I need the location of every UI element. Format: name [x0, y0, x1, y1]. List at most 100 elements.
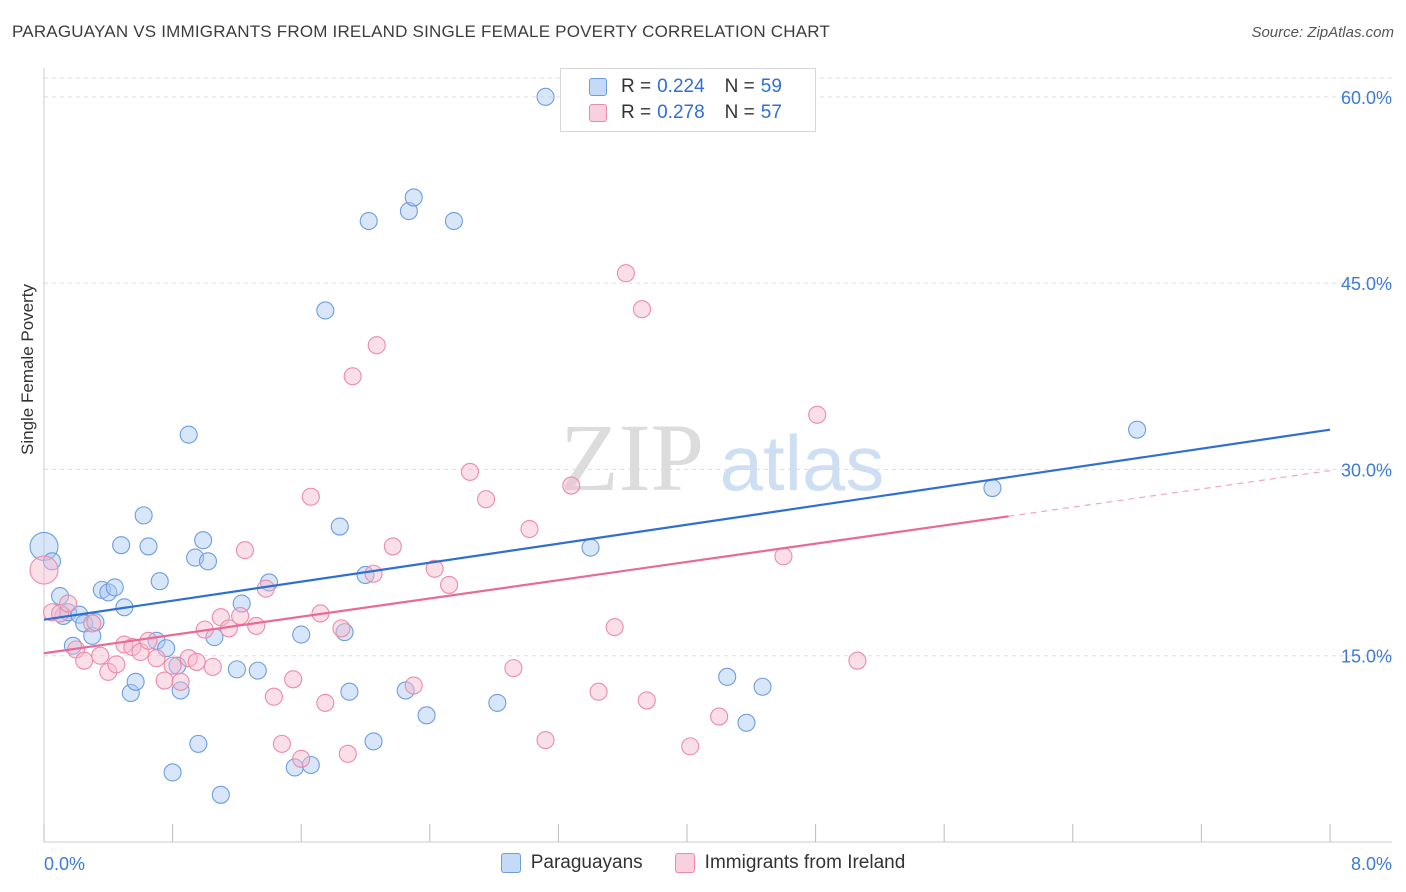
- source-label: Source: ZipAtlas.com: [1251, 24, 1394, 41]
- point-ireland: [203, 657, 222, 676]
- data-points: [29, 87, 1147, 804]
- point-ireland: [616, 264, 635, 283]
- point-ireland: [681, 737, 700, 756]
- correlation-legend: R = 0.224 N = 59 R = 0.278 N = 57: [560, 68, 816, 132]
- legend-swatch-blue: [500, 853, 521, 873]
- point-ireland: [404, 676, 423, 695]
- point-ireland: [301, 487, 320, 506]
- point-ireland: [632, 300, 652, 319]
- point-ireland: [520, 519, 539, 539]
- trend-line-ireland-extension: [1008, 470, 1331, 517]
- y-tick-label: 45.0%: [1341, 274, 1392, 294]
- point-ireland: [440, 575, 459, 594]
- legend-n-label: N =: [724, 102, 755, 123]
- point-paraguayans: [404, 188, 423, 207]
- point-ireland: [383, 537, 402, 556]
- point-ireland: [808, 405, 827, 424]
- legend-n-label: N =: [724, 76, 755, 97]
- point-paraguayans: [134, 506, 153, 525]
- watermark: ZIP atlas: [560, 404, 884, 511]
- point-ireland: [343, 367, 362, 386]
- legend-label: Paraguayans: [530, 852, 643, 873]
- point-paraguayans: [211, 785, 230, 804]
- point-ireland: [460, 462, 480, 481]
- point-paraguayans: [359, 211, 378, 231]
- point-paraguayans: [340, 682, 359, 701]
- point-paraguayans: [198, 552, 218, 571]
- point-ireland: [75, 651, 94, 670]
- y-tick-label: 60.0%: [1341, 88, 1392, 108]
- point-paraguayans: [292, 625, 311, 644]
- point-ireland: [425, 559, 444, 578]
- series-legend: Paraguayans Immigrants from Ireland: [0, 852, 1406, 874]
- chart-title: PARAGUAYAN VS IMMIGRANTS FROM IRELAND SI…: [12, 22, 831, 41]
- point-ireland: [364, 564, 383, 583]
- point-ireland: [284, 670, 303, 689]
- point-paraguayans: [126, 672, 145, 691]
- y-tick-label: 30.0%: [1341, 460, 1392, 480]
- point-paraguayans: [444, 211, 463, 231]
- trend-lines: [43, 428, 1331, 655]
- trend-line-ireland: [43, 515, 1009, 655]
- point-paraguayans: [112, 536, 131, 555]
- point-paraguayans: [330, 517, 349, 536]
- point-ireland: [59, 594, 78, 613]
- gridlines: [44, 77, 1392, 657]
- point-ireland: [272, 734, 291, 753]
- point-paraguayans: [157, 639, 176, 658]
- point-ireland: [637, 691, 656, 710]
- point-ireland: [91, 646, 110, 665]
- point-ireland: [155, 671, 174, 690]
- point-paraguayans: [581, 538, 600, 557]
- watermark-zip: ZIP: [560, 404, 704, 511]
- legend-r-value: 0.278: [657, 102, 705, 123]
- point-paraguayans: [83, 626, 102, 645]
- point-ireland: [536, 731, 555, 750]
- y-tick-label: 15.0%: [1341, 647, 1392, 667]
- legend-item-paraguayans: Paraguayans: [500, 852, 643, 874]
- legend-swatch-pink: [674, 853, 695, 873]
- point-paraguayans: [163, 763, 182, 782]
- point-paraguayans: [364, 732, 383, 751]
- point-paraguayans: [121, 683, 140, 703]
- point-paraguayans: [194, 531, 213, 550]
- point-paraguayans: [753, 677, 772, 696]
- legend-row-ireland: R = 0.278 N = 57: [589, 101, 782, 125]
- watermark-atlas: atlas: [720, 419, 885, 507]
- trend-line-paraguayans: [43, 428, 1331, 621]
- point-ireland: [848, 651, 867, 670]
- legend-n-value: 57: [760, 102, 782, 123]
- point-ireland: [710, 707, 729, 726]
- legend-swatch-blue: [589, 78, 607, 96]
- point-paraguayans: [536, 87, 555, 106]
- legend-row-paraguayans: R = 0.224 N = 59: [589, 75, 782, 99]
- x-tick-label: 8.0%: [1351, 854, 1392, 874]
- tick-labels: 15.0% 30.0% 45.0% 60.0% 0.0% 8.0%: [44, 88, 1392, 874]
- point-paraguayans: [150, 572, 169, 591]
- point-paraguayans: [105, 578, 124, 597]
- point-paraguayans: [227, 660, 246, 679]
- legend-r-label: R =: [621, 102, 652, 123]
- legend-label: Immigrants from Ireland: [704, 852, 906, 873]
- legend-item-ireland: Immigrants from Ireland: [674, 852, 906, 874]
- point-paraguayans: [139, 537, 158, 556]
- point-ireland: [247, 616, 266, 635]
- x-tick-label: 0.0%: [44, 854, 85, 874]
- axes: [43, 68, 1392, 843]
- point-ireland: [264, 687, 283, 706]
- point-paraguayans: [399, 202, 418, 221]
- y-axis-label: Single Female Poverty: [18, 283, 37, 455]
- point-ireland: [29, 555, 59, 585]
- point-ireland: [605, 618, 624, 637]
- legend-r-value: 0.224: [657, 76, 705, 97]
- legend-n-value: 59: [760, 76, 782, 97]
- point-paraguayans: [179, 425, 198, 444]
- point-paraguayans: [1128, 420, 1147, 439]
- point-ireland: [477, 490, 496, 509]
- point-ireland: [332, 619, 351, 638]
- point-paraguayans: [316, 301, 335, 320]
- point-ireland: [589, 682, 608, 701]
- point-ireland: [107, 655, 126, 674]
- legend-r-label: R =: [621, 76, 652, 97]
